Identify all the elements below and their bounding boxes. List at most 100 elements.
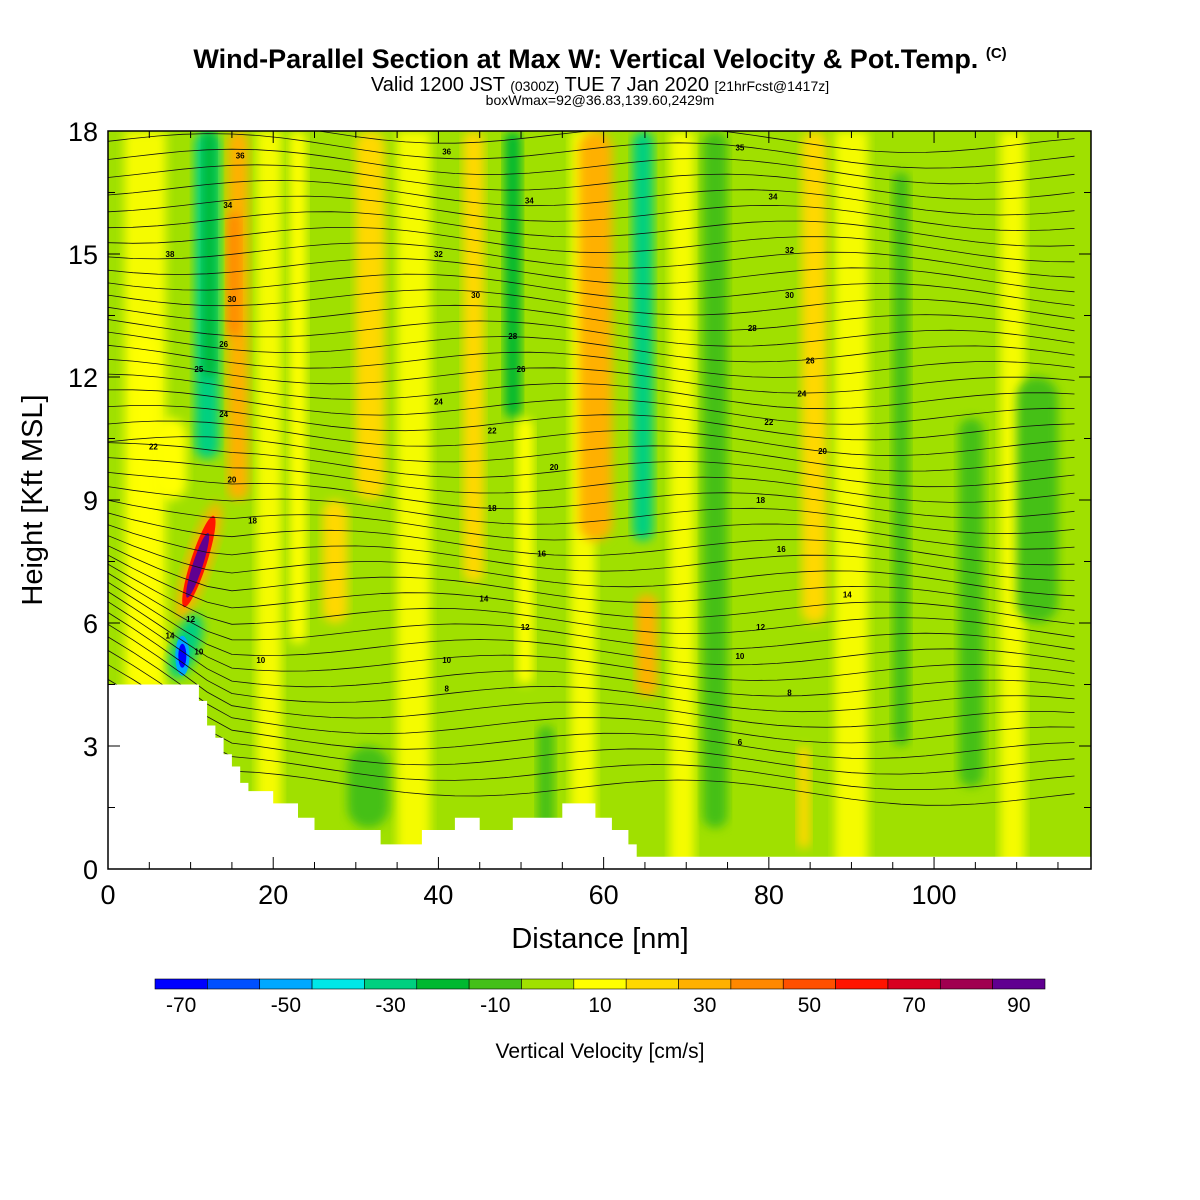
theta-label: 18 — [756, 496, 765, 505]
theta-line — [108, 148, 1075, 185]
theta-label: 24 — [797, 389, 806, 398]
plot-area: 36 36 35 34 34 34 38 32 32 30 30 30 26 28 28 25 26 26 24 24… — [107, 130, 1092, 870]
colorbar-tick-label: -70 — [166, 994, 196, 1017]
theta-line — [108, 226, 1075, 263]
theta-label: 30 — [471, 291, 480, 300]
theta-label: 25 — [194, 365, 203, 374]
colorbar-tick-label: 70 — [902, 994, 925, 1017]
theta-label: 24 — [434, 398, 443, 407]
colorbar-tick-label: -30 — [375, 994, 405, 1017]
theta-label: 30 — [227, 295, 236, 304]
theta-label: 20 — [550, 463, 559, 472]
theta-line — [108, 195, 1075, 232]
colorbar-swatch — [364, 978, 418, 990]
theta-label: 14 — [166, 631, 175, 640]
velocity-band — [153, 418, 187, 500]
theta-line — [108, 344, 1075, 378]
theta-label: 32 — [434, 250, 443, 259]
theta-line — [108, 319, 1075, 347]
velocity-band — [537, 725, 555, 837]
theta-label: 8 — [444, 685, 449, 694]
colorbar-label: Vertical Velocity [cm/s] — [496, 1040, 705, 1063]
theta-label: 26 — [806, 357, 815, 366]
chart-title-text: Wind-Parallel Section at Max W: Vertical… — [193, 44, 979, 74]
y-tick-label: 9 — [83, 486, 98, 516]
theta-line — [108, 694, 1075, 806]
x-tick-label: 100 — [912, 880, 957, 910]
forecast-info: [21hrFcst@1417z] — [714, 78, 830, 94]
theta-line — [108, 535, 1075, 597]
colorbar-swatch — [521, 978, 575, 990]
velocity-band — [256, 131, 282, 869]
theta-label: 35 — [735, 143, 744, 152]
theta-line — [108, 389, 1075, 425]
velocity-band — [516, 418, 534, 685]
theta-line — [108, 457, 1075, 503]
theta-line — [108, 486, 1075, 535]
velocity-band — [702, 131, 728, 828]
velocity-band — [355, 131, 385, 500]
colorbar-swatch — [416, 978, 470, 990]
theta-line — [108, 554, 1075, 625]
x-tick-label: 0 — [100, 880, 115, 910]
velocity-band — [202, 131, 216, 377]
theta-line — [108, 563, 1075, 638]
colorbar-swatch — [992, 978, 1046, 990]
theta-label: 16 — [777, 545, 786, 554]
colorbar-tick-label: 90 — [1007, 994, 1030, 1017]
theta-line — [108, 258, 1075, 293]
theta-label: 18 — [488, 504, 497, 513]
x-tick-label: 60 — [589, 880, 619, 910]
theta-label: 38 — [166, 250, 175, 259]
colorbar-tick-label: -50 — [271, 994, 301, 1017]
theta-line — [108, 179, 1075, 216]
theta-line — [108, 331, 1075, 363]
theta-line — [108, 512, 1075, 566]
theta-label: 22 — [488, 426, 497, 435]
theta-label: 34 — [525, 197, 534, 206]
velocity-band — [801, 131, 827, 623]
theta-label: 6 — [738, 738, 743, 747]
y-tick-label: 3 — [83, 732, 98, 762]
colorbar-swatch — [154, 978, 208, 990]
velocity-band — [347, 746, 389, 828]
velocity-band — [463, 131, 484, 582]
theta-line — [108, 499, 1075, 550]
theta-label: 24 — [219, 410, 228, 419]
box-wmax-info: boxWmax=92@36.83,139.60,2429m — [485, 92, 715, 108]
theta-label: 32 — [785, 246, 794, 255]
theta-line — [108, 211, 1075, 247]
theta-label: 14 — [843, 590, 852, 599]
theta-label: 26 — [517, 365, 526, 374]
theta-label: 10 — [735, 652, 744, 661]
theta-label: 28 — [508, 332, 517, 341]
colorbar-swatch — [835, 978, 889, 990]
terrain-mask — [108, 684, 1091, 869]
colorbar-swatch — [678, 978, 732, 990]
colorbar-swatch — [259, 978, 313, 990]
theta-label: 12 — [756, 623, 765, 632]
theta-line — [108, 664, 1075, 775]
colorbar-swatch — [311, 978, 365, 990]
theta-line — [108, 373, 1075, 410]
theta-line — [108, 273, 1075, 306]
theta-line — [108, 420, 1075, 456]
colorbar-swatch — [887, 978, 941, 990]
colorbar-swatch — [730, 978, 784, 990]
theta-line — [108, 572, 1075, 650]
theta-line — [108, 304, 1075, 332]
colorbar-tick-label: -10 — [480, 994, 510, 1017]
theta-line — [108, 679, 1075, 790]
theta-line — [108, 601, 1075, 697]
theta-line — [108, 650, 1075, 759]
colorbar-swatch — [573, 978, 627, 990]
theta-label: 26 — [219, 340, 228, 349]
theta-label: 22 — [149, 443, 158, 452]
theta-line — [316, 131, 1075, 153]
theta-label: 30 — [785, 291, 794, 300]
colorbar: -70 -50 -30 -10 10 30 50 70 90 — [154, 978, 1046, 1017]
velocity-band — [632, 131, 654, 541]
velocity-band — [797, 746, 811, 849]
colorbar-swatch — [782, 978, 836, 990]
